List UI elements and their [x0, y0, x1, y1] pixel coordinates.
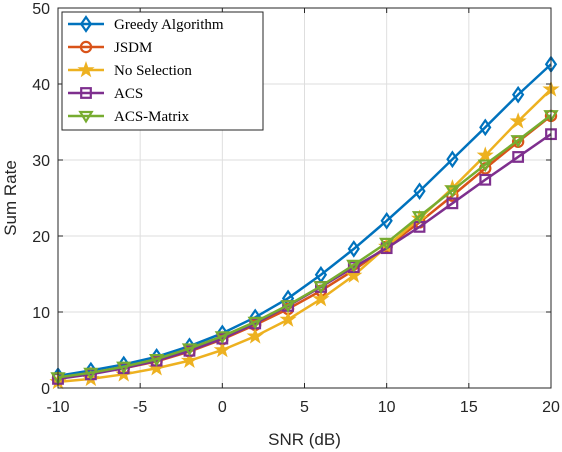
data-point — [379, 237, 395, 251]
legend-label: ACS — [114, 86, 143, 102]
data-point — [312, 290, 330, 307]
data-point — [509, 112, 527, 129]
y-tick-label: 40 — [32, 77, 50, 94]
data-point — [476, 146, 494, 163]
data-point — [446, 150, 459, 169]
data-point — [279, 310, 297, 327]
data-point — [479, 173, 492, 186]
y-tick-label: 10 — [32, 305, 50, 322]
x-tick-label: -10 — [46, 399, 69, 416]
x-tick-label: -5 — [133, 399, 147, 416]
x-tick-label: 10 — [378, 399, 396, 416]
ticks: -10 -5 0 5 10 15 20 0 10 20 30 40 50 — [32, 1, 560, 416]
data-point — [148, 354, 165, 367]
legend-entry: JSDM — [68, 40, 152, 56]
legend-entry: ACS-Matrix — [68, 109, 190, 125]
legend-entry: No Selection — [68, 60, 192, 79]
data-point — [477, 159, 493, 173]
data-point — [213, 340, 231, 358]
data-point — [479, 118, 492, 137]
x-axis-label: SNR (dB) — [268, 430, 341, 449]
legend-marker — [79, 15, 93, 33]
y-tick-label: 20 — [32, 229, 50, 246]
legend-marker — [79, 40, 93, 54]
series-line — [57, 88, 552, 384]
data-point — [214, 331, 230, 344]
data-point — [413, 182, 426, 200]
series-line — [57, 63, 552, 378]
data-point — [116, 361, 132, 375]
data-point — [444, 185, 461, 198]
data-point — [512, 151, 525, 163]
series-line — [57, 114, 552, 379]
legend: Greedy Algorithm JSDM No Selection ACS ACS-M… — [61, 11, 264, 131]
data-point — [181, 343, 198, 357]
legend-label: ACS-Matrix — [114, 109, 190, 125]
data-point — [346, 259, 362, 273]
data-point — [511, 85, 525, 104]
legend-entry: ACS — [68, 86, 143, 102]
legend-label: JSDM — [114, 40, 152, 56]
y-axis-label: Sum Rate — [1, 160, 20, 236]
y-tick-label: 0 — [41, 381, 50, 398]
data-point — [180, 351, 199, 368]
x-tick-label: 0 — [218, 399, 227, 416]
legend-marker — [77, 60, 95, 78]
data-point — [313, 281, 329, 294]
data-point — [246, 327, 264, 344]
legend-label: No Selection — [114, 63, 192, 79]
data-point — [446, 197, 459, 210]
legend-marker — [78, 110, 94, 124]
data-point — [347, 240, 360, 258]
y-tick-label: 50 — [32, 1, 50, 18]
y-tick-label: 30 — [32, 153, 50, 170]
data-point — [280, 300, 296, 313]
data-point — [247, 316, 263, 330]
data-point — [83, 367, 99, 381]
data-point — [345, 266, 363, 283]
data-point — [411, 211, 428, 224]
x-tick-label: 5 — [300, 399, 309, 416]
data-point — [510, 135, 526, 148]
legend-marker — [80, 87, 92, 99]
legend-entry: Greedy Algorithm — [68, 15, 224, 33]
data-point — [380, 211, 393, 230]
series-layer — [49, 55, 560, 390]
x-tick-label: 20 — [542, 399, 560, 416]
legend-label: Greedy Algorithm — [114, 17, 224, 33]
x-tick-label: 15 — [460, 399, 478, 416]
